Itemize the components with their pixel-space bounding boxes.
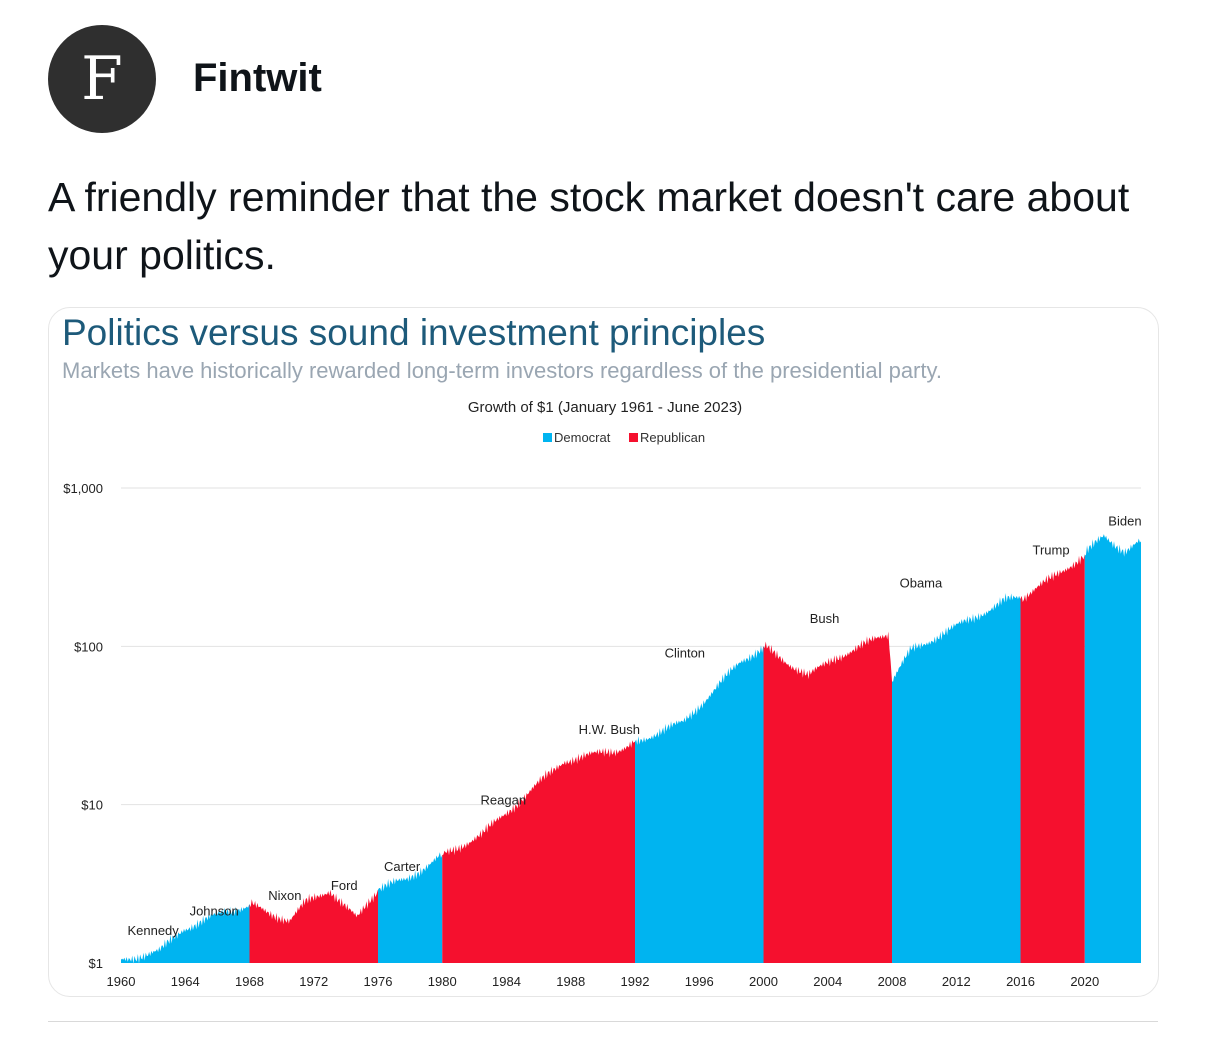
x-tick-label: 2012 [942,974,971,989]
card-subtitle: Markets have historically rewarded long-… [62,358,942,383]
y-tick-label: $1 [89,956,103,971]
x-tick-label: 1988 [556,974,585,989]
president-label: Reagan [481,793,527,808]
x-tick-label: 2000 [749,974,778,989]
president-label: Johnson [190,903,239,918]
area-democrat [1084,534,1141,963]
president-label: Clinton [665,646,705,661]
chart: Growth of $1 (January 1961 - June 2023) … [63,399,1141,989]
legend-swatch-democrat [543,433,552,442]
x-tick-label: 1964 [171,974,200,989]
author-name[interactable]: Fintwit [193,56,322,100]
area-segments [121,534,1141,964]
y-tick-label: $100 [74,639,103,654]
president-label: Nixon [268,888,301,903]
x-tick-label: 2008 [878,974,907,989]
x-tick-label: 2016 [1006,974,1035,989]
y-tick-label: $10 [81,798,103,813]
card-title: Politics versus sound investment princip… [62,312,766,353]
x-tick-label: 1960 [107,974,136,989]
legend-swatch-republican [629,433,638,442]
divider [48,1021,1158,1022]
x-tick-label: 1972 [299,974,328,989]
area-republican [442,740,636,963]
x-tick-label: 1992 [621,974,650,989]
president-label: Kennedy [127,923,179,938]
president-label: Carter [384,859,421,874]
area-republican [1020,554,1085,963]
area-republican [763,631,893,963]
president-labels: Kennedy Johnson Nixon Ford Carter Reagan H.W. … [127,513,1141,938]
president-label: H.W. Bush [579,722,640,737]
x-tick-label: 1976 [364,974,393,989]
legend-label-republican: Republican [640,430,705,445]
area-republican [249,889,379,963]
avatar[interactable]: F [48,25,156,133]
president-label: Ford [331,878,358,893]
x-axis: 1960 1964 1968 1972 1976 1980 1984 1988 1992 1996… [107,974,1100,989]
legend-label-democrat: Democrat [554,430,611,445]
president-label: Obama [900,576,943,591]
legend: Democrat Republican [543,430,705,445]
chart-title: Growth of $1 (January 1961 - June 2023) [468,399,742,416]
x-tick-label: 2004 [813,974,842,989]
president-label: Biden [1108,513,1141,528]
president-label: Trump [1033,543,1070,558]
avatar-initial: F [81,44,123,114]
x-tick-label: 1996 [685,974,714,989]
x-tick-label: 1980 [428,974,457,989]
y-tick-label: $1,000 [63,481,103,496]
x-tick-label: 1968 [235,974,264,989]
area-democrat [378,852,443,963]
x-tick-label: 2020 [1070,974,1099,989]
y-axis: $1 $10 $100 $1,000 [63,481,103,971]
area-democrat [892,593,1021,963]
tweet-text: A friendly reminder that the stock marke… [48,174,1130,278]
area-democrat [635,645,764,963]
area-democrat [121,904,250,964]
x-tick-label: 1984 [492,974,521,989]
media-card[interactable]: Growth of $1 (January 1961 - June 2023) … [48,307,1159,997]
president-label: Bush [810,611,840,626]
